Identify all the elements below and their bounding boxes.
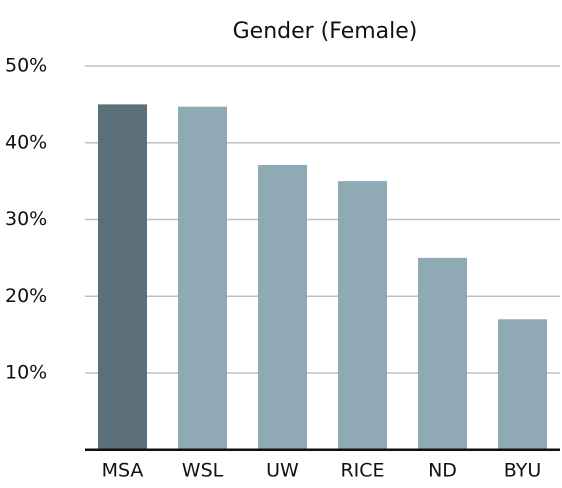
y-tick-label: 40%	[5, 131, 47, 153]
x-tick-label: BYU	[504, 460, 542, 482]
x-tick-label: UW	[266, 460, 299, 482]
x-tick-label: RICE	[340, 460, 384, 482]
chart-title: Gender (Female)	[233, 19, 418, 44]
bar	[418, 257, 467, 450]
y-tick-label: 50%	[5, 55, 47, 77]
bar	[258, 165, 307, 450]
x-tick-label: ND	[428, 460, 457, 482]
y-tick-label: 30%	[5, 208, 47, 230]
bar	[338, 181, 387, 450]
y-tick-label: 20%	[5, 285, 47, 307]
x-tick-label: MSA	[102, 460, 144, 482]
bar	[178, 106, 227, 450]
bar	[498, 319, 547, 450]
x-tick-label: WSL	[182, 460, 224, 482]
bar	[98, 104, 147, 450]
y-tick-label: 10%	[5, 362, 47, 384]
